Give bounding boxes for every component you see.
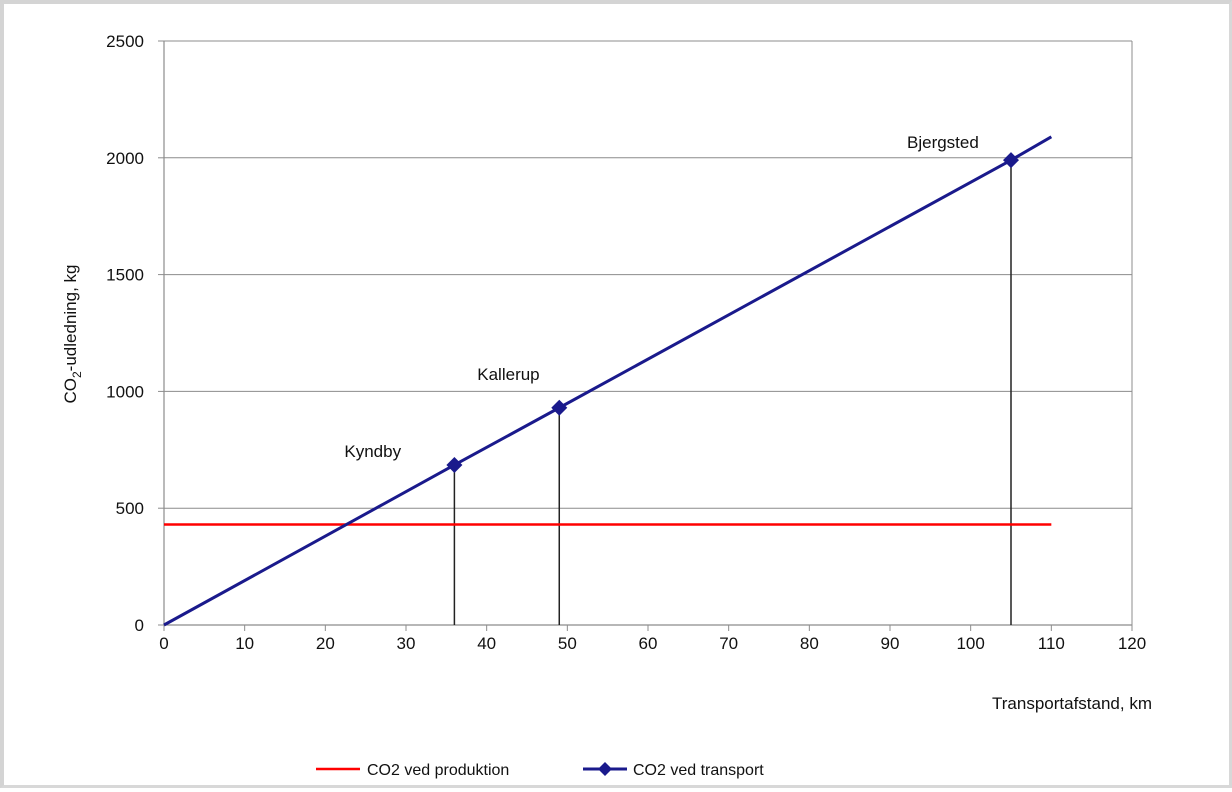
series-line-1: [163, 135, 1053, 627]
x-tick-label: 40: [477, 634, 496, 653]
x-tick-label: 0: [159, 634, 168, 653]
y-axis-title: CO2-udledning, kg: [61, 265, 84, 404]
y-tick-label: 1000: [106, 382, 144, 401]
x-tick-label: 10: [235, 634, 254, 653]
co2-chart: 0 500 1000 1500 2000 2500 0 10 20 30 40 50 60 70 80 90 1…: [61, 32, 1152, 779]
series-layer: [163, 135, 1053, 627]
axis-layer: [158, 40, 1133, 631]
legend-marker-transport: [598, 762, 612, 776]
legend-label-transport: CO2 ved transport: [633, 762, 764, 779]
y-tick-label: 2500: [106, 32, 144, 51]
point-label: Bjergsted: [907, 133, 979, 152]
x-tick-label: 20: [316, 634, 335, 653]
x-tick-label: 90: [881, 634, 900, 653]
x-axis-title: Transportafstand, km: [992, 694, 1152, 713]
point-label: Kyndby: [344, 442, 401, 461]
y-axis-title-prefix: CO: [61, 378, 80, 404]
y-tick-label: 2000: [106, 149, 144, 168]
y-axis-title-subscript: 2: [70, 371, 84, 378]
x-tick-label: 110: [1038, 634, 1065, 653]
y-tick-label: 500: [116, 499, 144, 518]
data-point-marker: [446, 456, 463, 473]
x-tick-label: 70: [719, 634, 738, 653]
y-tick-label: 1500: [106, 266, 144, 285]
data-point-marker: [1003, 152, 1019, 169]
x-tick-label: 50: [558, 634, 577, 653]
y-axis-title-suffix: -udledning, kg: [61, 265, 80, 372]
grid-layer: [164, 40, 1132, 509]
data-point-marker: [551, 399, 568, 416]
x-tick-label: 80: [800, 634, 819, 653]
label-layer: 0 500 1000 1500 2000 2500 0 10 20 30 40 50 60 70 80 90 1…: [106, 32, 1146, 653]
x-tick-label: 60: [639, 634, 658, 653]
point-label: Kallerup: [477, 365, 539, 384]
x-tick-label: 120: [1118, 634, 1146, 653]
legend: CO2 ved produktion CO2 ved transport: [316, 762, 764, 779]
x-tick-label: 30: [397, 634, 416, 653]
x-tick-label: 100: [956, 634, 984, 653]
legend-label-production: CO2 ved produktion: [367, 762, 509, 779]
dropline-layer: [453, 160, 1012, 625]
y-tick-label: 0: [135, 616, 144, 635]
